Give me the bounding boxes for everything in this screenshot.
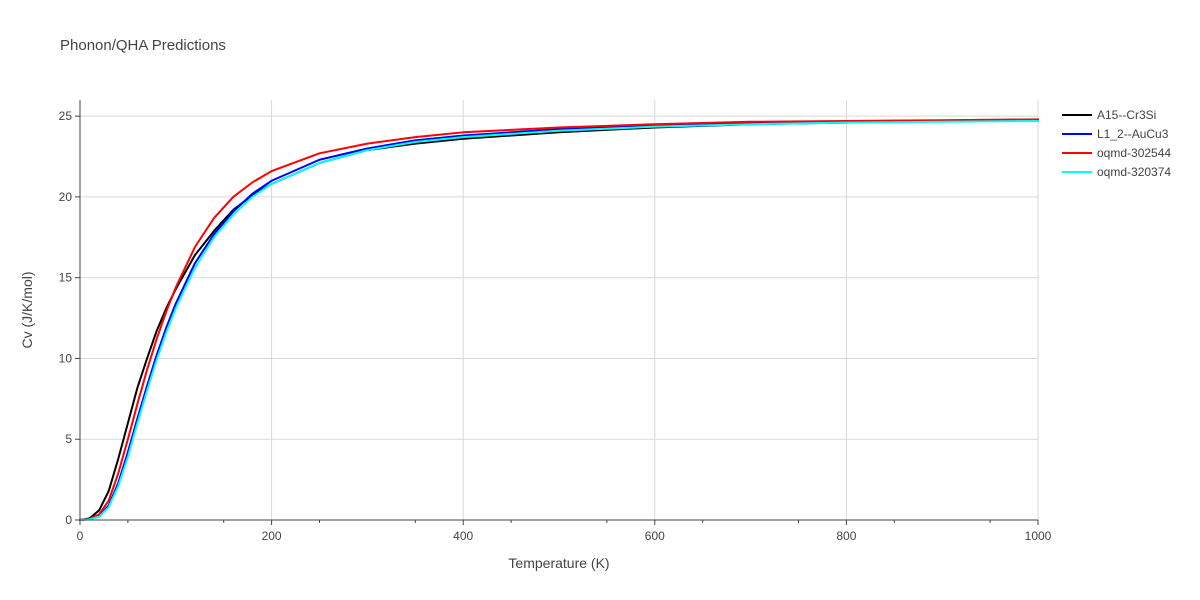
series-line-A15--Cr3Si (79, 119, 1039, 521)
chart-title: Phonon/QHA Predictions (60, 37, 226, 54)
series-layer (79, 118, 1039, 521)
x-tick-label: 600 (645, 529, 665, 543)
series-line-oqmd-320374 (79, 120, 1039, 521)
x-tick-label: 800 (836, 529, 856, 543)
y-tick-label: 20 (59, 190, 73, 204)
series-line-oqmd-302544 (79, 118, 1039, 521)
y-tick-label: 15 (59, 271, 73, 285)
legend: A15--Cr3Si L1_2--AuCu3 oqmd-302544 oqmd-320… (1062, 108, 1171, 179)
x-tick-label: 400 (453, 529, 473, 543)
series-line-L1_2--AuCu3 (79, 119, 1039, 521)
legend-label: oqmd-320374 (1097, 165, 1171, 179)
ticks: 0 200 400 600 800 1000 0 5 10 15 20 25 (59, 109, 1052, 543)
y-tick-label: 5 (65, 432, 72, 446)
y-axis-title: Cv (J/K/mol) (19, 272, 35, 349)
axes (79, 100, 1038, 521)
grid (80, 100, 1039, 520)
y-tick-label: 0 (65, 513, 72, 527)
x-tick-label: 200 (262, 529, 282, 543)
legend-label: oqmd-302544 (1097, 146, 1171, 160)
legend-label: L1_2--AuCu3 (1097, 127, 1169, 141)
y-tick-label: 10 (59, 351, 73, 365)
x-axis-title: Temperature (K) (508, 555, 609, 571)
x-tick-label: 0 (77, 529, 84, 543)
legend-label: A15--Cr3Si (1097, 108, 1156, 122)
y-tick-label: 25 (59, 109, 73, 123)
x-tick-label: 1000 (1025, 529, 1052, 543)
